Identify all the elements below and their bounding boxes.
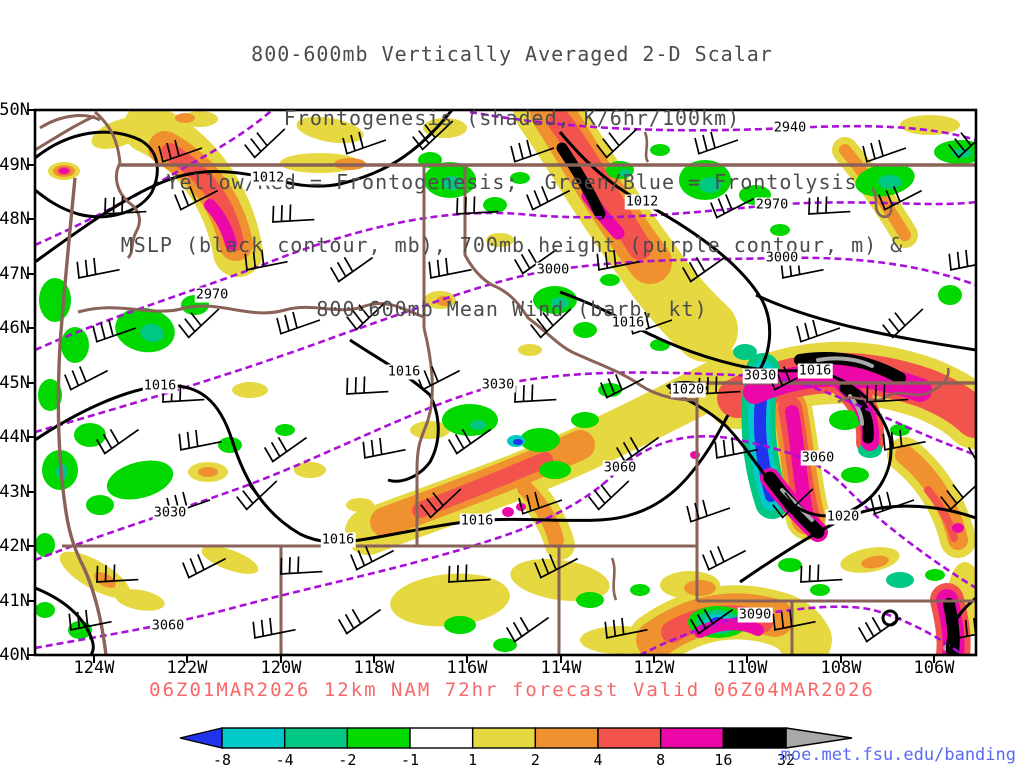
height-contour-label: 2940 [772, 119, 808, 136]
height-contour-label: 3060 [602, 459, 638, 476]
colorbar-segment [722, 727, 787, 749]
lon-tick-label: 110W [726, 658, 768, 678]
colorbar-level-label: 1 [468, 751, 478, 768]
colorbar-level-label: -4 [275, 751, 294, 768]
colorbar-level-label: -1 [400, 751, 420, 768]
lat-tick-label: 48N [0, 209, 30, 229]
colorbar-segment [346, 727, 411, 749]
height-contour-label: 3000 [535, 261, 571, 278]
colorbar-level-label: 8 [656, 751, 666, 768]
lon-tick-label: 114W [540, 658, 582, 678]
mslp-contour-label: 1016 [320, 531, 356, 548]
forecast-info-line: 06Z01MAR2026 12km NAM 72hr forecast Vali… [149, 679, 875, 701]
colorbar-level-label: 4 [593, 751, 603, 768]
map-frame [27, 108, 978, 663]
height-contour-label: 3000 [764, 249, 800, 266]
lon-tick-label: 124W [73, 658, 115, 678]
lon-tick-label: 116W [446, 658, 488, 678]
title-line-4: MSLP (black contour, mb), 700mb height (… [120, 233, 904, 258]
lat-tick-label: 43N [0, 482, 30, 502]
height-contour-label: 3090 [737, 606, 773, 623]
lon-tick-label: 120W [260, 658, 302, 678]
lon-tick-label: 108W [820, 658, 862, 678]
height-contour-label: 3060 [150, 617, 186, 634]
mslp-contour-label: 1016 [610, 314, 646, 331]
lat-tick-label: 47N [0, 264, 30, 284]
colorbar-level-label: -2 [338, 751, 357, 768]
height-contour-label: 3030 [742, 367, 778, 384]
colorbar-segment [534, 727, 599, 749]
lat-tick-label: 40N [0, 645, 30, 665]
colorbar [179, 727, 853, 749]
height-contour-label: 2970 [194, 286, 230, 303]
lon-tick-label: 106W [913, 658, 955, 678]
frontogenesis-shading [36, 111, 975, 654]
mslp-contour-label: 1016 [386, 363, 422, 380]
lon-tick-label: 118W [353, 658, 395, 678]
mslp-contour-label: 1012 [250, 169, 286, 186]
title-line-3: Yellow/Red = Frontogenesis; Green/Blue =… [166, 169, 858, 194]
title-line-2: Frontogenesis (shaded, K/6hr/100km) [283, 106, 741, 131]
height-contour-label: 3030 [480, 376, 516, 393]
mslp-contour-label: 1012 [624, 193, 660, 210]
title-line-5: 800-600mb Mean Wind (barb, kt) [316, 296, 708, 321]
colorbar-level-label: 2 [530, 751, 540, 768]
colorbar-segment [659, 727, 725, 749]
colorbar-level-label: 16 [714, 751, 733, 768]
mslp-contour-label: 1016 [459, 512, 495, 529]
lat-tick-label: 49N [0, 155, 30, 175]
colorbar-segment [471, 727, 537, 749]
lat-tick-label: 42N [0, 536, 30, 556]
mslp-contour-label: 1020 [670, 381, 706, 398]
height-contour-label: 2970 [754, 196, 790, 213]
height-contour-label: 3030 [152, 504, 188, 521]
colorbar-level-label: 32 [776, 751, 796, 768]
plot-title: 800-600mb Vertically Averaged 2-D Scalar… [0, 2, 1024, 362]
lon-tick-label: 122W [166, 658, 208, 678]
lat-tick-label: 44N [0, 427, 30, 447]
colorbar-level-label: -8 [212, 751, 232, 768]
colorbar-segment [409, 727, 474, 749]
mslp-contour-label: 1020 [825, 508, 861, 525]
mslp-contour-label: 1016 [797, 362, 833, 379]
lon-tick-label: 112W [633, 658, 675, 678]
title-line-1: 800-600mb Vertically Averaged 2-D Scalar [251, 42, 773, 67]
lat-tick-label: 46N [0, 318, 30, 338]
lat-tick-label: 50N [0, 100, 30, 120]
colorbar-segment [283, 727, 349, 749]
colorbar-segment [221, 727, 286, 749]
lat-tick-label: 41N [0, 591, 30, 611]
height-contour-label: 3060 [800, 449, 836, 466]
lat-tick-label: 45N [0, 373, 30, 393]
mslp-contour-label: 1016 [142, 377, 178, 394]
website-link[interactable]: moe.met.fsu.edu/banding [780, 745, 1016, 765]
colorbar-segment [597, 727, 662, 749]
